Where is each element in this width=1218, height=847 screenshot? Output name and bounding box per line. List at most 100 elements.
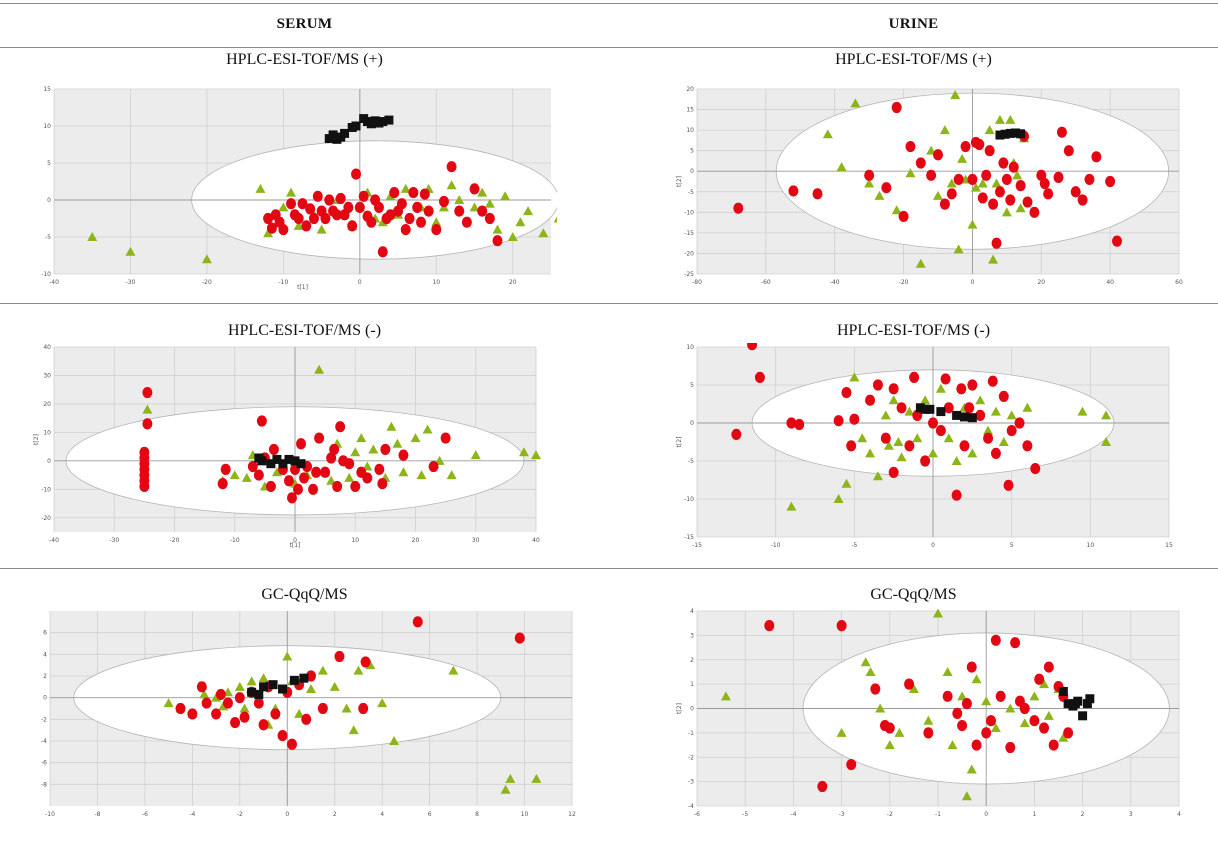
point-circle	[389, 187, 400, 199]
point-triangle	[422, 424, 433, 434]
point-circle	[977, 192, 988, 204]
point-triangle	[977, 178, 988, 188]
point-circle	[404, 212, 415, 225]
point-circle	[786, 417, 797, 429]
point-triangle	[865, 666, 876, 676]
point-triangle	[915, 258, 926, 268]
point-circle	[1039, 177, 1050, 190]
point-circle	[891, 101, 902, 114]
point-circle	[293, 212, 304, 225]
point-circle	[971, 739, 982, 751]
point-triangle	[229, 470, 240, 480]
point-circle	[492, 235, 503, 247]
point-triangle	[912, 433, 923, 443]
y-tick-label: 40	[43, 344, 51, 351]
y-axis-label: t[2]	[676, 176, 683, 187]
point-triangle	[470, 450, 481, 460]
point-circle	[299, 472, 310, 484]
point-circle	[308, 483, 319, 495]
point-square	[272, 454, 282, 464]
point-circle	[306, 670, 316, 682]
point-circle	[905, 140, 916, 153]
point-circle	[959, 440, 970, 452]
point-circle	[477, 205, 488, 217]
point-triangle	[961, 791, 972, 801]
point-circle	[469, 183, 480, 195]
point-triangle	[431, 217, 442, 227]
point-circle	[311, 466, 322, 478]
point-triangle	[1005, 114, 1016, 124]
point-triangle	[833, 494, 844, 503]
point-circle	[966, 661, 977, 673]
point-circle	[888, 466, 899, 478]
x-tick-label: -10	[45, 811, 55, 818]
x-tick-label: 10	[521, 811, 529, 818]
point-circle	[416, 216, 427, 228]
point-triangle	[353, 665, 364, 675]
y-tick-label: -15	[684, 230, 694, 237]
point-triangle	[454, 195, 465, 204]
point-triangle	[392, 438, 403, 448]
point-circle	[872, 379, 883, 391]
point-circle	[484, 212, 495, 225]
point-circle	[974, 138, 985, 151]
point-square	[340, 128, 350, 138]
x-tick-label: 5	[1010, 542, 1014, 549]
y-tick-label: 0	[43, 695, 47, 702]
x-tick-label: -30	[126, 279, 136, 286]
point-triangle	[967, 448, 978, 458]
x-tick-label: 60	[1175, 279, 1183, 286]
point-circle	[358, 702, 369, 715]
point-triangle	[492, 224, 503, 234]
point-circle	[350, 480, 361, 493]
point-circle	[283, 475, 294, 487]
point-square	[351, 121, 361, 131]
y-tick-label: 5	[690, 148, 694, 155]
point-triangle	[518, 447, 529, 457]
point-triangle	[822, 129, 833, 139]
point-circle	[943, 402, 954, 414]
point-circle	[1005, 194, 1016, 206]
point-triangle	[368, 444, 379, 454]
point-circle	[912, 409, 923, 421]
point-circle	[277, 729, 288, 742]
column-header-serum: SERUM	[276, 16, 333, 32]
x-tick-label: 2	[333, 811, 337, 818]
y-tick-label: -20	[41, 515, 51, 522]
y-tick-label: 15	[686, 107, 694, 114]
point-triangle	[905, 168, 916, 178]
y-tick-label: 0	[690, 706, 694, 713]
point-circle	[991, 237, 1002, 249]
point-triangle	[258, 673, 269, 683]
point-circle	[1091, 151, 1102, 163]
point-circle	[351, 168, 362, 180]
point-triangle	[923, 715, 934, 725]
point-circle	[461, 216, 472, 228]
point-triangle	[477, 187, 488, 197]
point-circle	[324, 194, 335, 206]
point-triangle	[981, 696, 992, 706]
point-triangle	[294, 708, 305, 718]
x-tick-label: -2	[237, 811, 243, 818]
point-circle	[986, 715, 997, 727]
point-circle	[920, 455, 931, 467]
point-triangle	[957, 691, 968, 701]
point-circle	[1022, 440, 1033, 452]
point-triangle	[348, 725, 359, 735]
point-square	[959, 412, 969, 422]
point-triangle	[500, 784, 511, 794]
point-triangle	[967, 219, 978, 229]
point-triangle	[894, 727, 905, 737]
point-triangle	[377, 698, 388, 708]
point-triangle	[278, 202, 289, 212]
point-circle	[385, 209, 396, 221]
point-circle	[967, 379, 978, 391]
y-tick-label: -15	[684, 534, 694, 541]
y-tick-label: -20	[684, 250, 694, 257]
point-triangle	[893, 437, 904, 446]
point-circle	[329, 443, 340, 456]
point-circle	[987, 375, 998, 387]
x-tick-label: -10	[771, 542, 781, 549]
x-tick-label: 0	[293, 537, 297, 544]
point-circle	[377, 246, 388, 258]
